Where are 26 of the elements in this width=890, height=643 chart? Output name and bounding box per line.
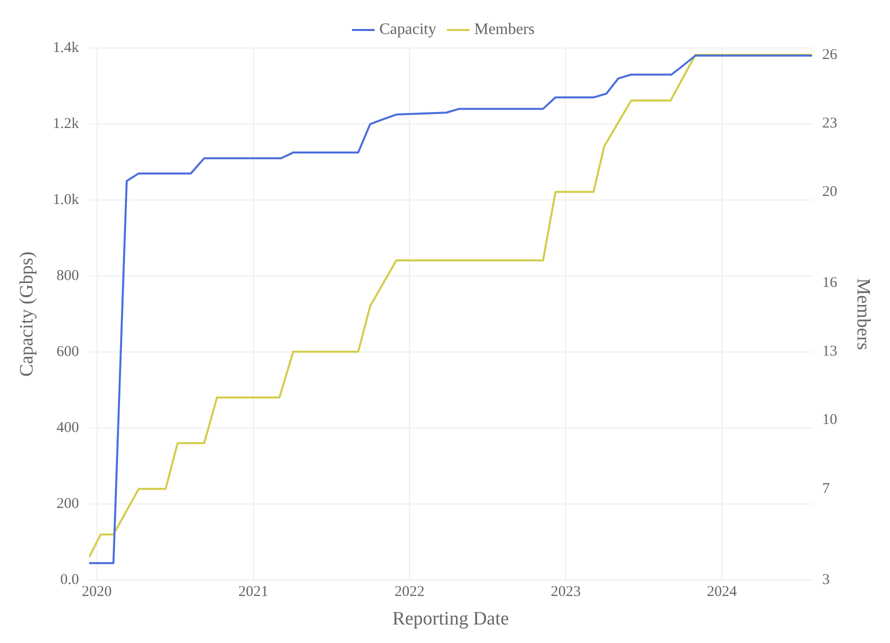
- y-tick-label: 1.4k: [52, 40, 80, 56]
- legend-label: Capacity: [379, 21, 436, 38]
- legend-label: Members: [474, 21, 535, 38]
- x-tick-label: 2024: [706, 584, 738, 600]
- y-tick-label: 800: [56, 268, 80, 284]
- y2-tick-label: 26: [822, 46, 838, 63]
- y-tick-label: 400: [56, 420, 80, 436]
- y-tick-label: 1.0k: [52, 192, 80, 208]
- y2-tick-label: 23: [822, 115, 838, 132]
- y-tick-label: 600: [56, 344, 80, 360]
- x-tick-label: 2023: [550, 584, 581, 600]
- y2-axis-title: Members: [852, 278, 874, 350]
- y2-tick-label: 13: [822, 344, 838, 360]
- y2-tick-label: 10: [822, 412, 838, 428]
- y-tick-label: 0.0: [60, 572, 80, 588]
- y2-tick-label: 16: [822, 275, 838, 292]
- y-tick-label: 1.2k: [52, 116, 80, 132]
- y2-tick-label: 20: [822, 184, 838, 200]
- y-tick-label: 200: [56, 496, 80, 512]
- x-tick-label: 2022: [394, 584, 425, 600]
- y-axis-title: Capacity (Gbps): [16, 252, 38, 377]
- x-axis-title: Reporting Date: [392, 608, 509, 630]
- y2-tick-label: 3: [822, 572, 830, 588]
- y2-tick-label: 7: [822, 480, 830, 497]
- x-tick-label: 2021: [238, 584, 268, 600]
- x-tick-label: 2020: [82, 584, 112, 600]
